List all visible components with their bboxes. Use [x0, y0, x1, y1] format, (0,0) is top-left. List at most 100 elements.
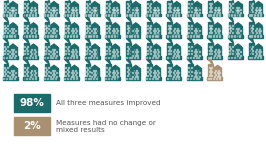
Bar: [178, 30, 179, 31]
Bar: [32, 30, 34, 31]
Bar: [30, 76, 31, 77]
Polygon shape: [71, 65, 78, 68]
Bar: [176, 55, 177, 56]
Polygon shape: [132, 65, 139, 68]
Bar: [65, 43, 70, 56]
Polygon shape: [65, 58, 70, 64]
Bar: [46, 5, 47, 6]
Bar: [187, 57, 188, 58]
Bar: [105, 77, 120, 80]
Bar: [173, 51, 174, 52]
Bar: [54, 32, 55, 33]
Bar: [11, 28, 12, 29]
Bar: [130, 11, 131, 12]
Bar: [117, 35, 118, 37]
Bar: [249, 22, 254, 35]
Bar: [26, 35, 27, 37]
Polygon shape: [147, 15, 152, 22]
Bar: [250, 32, 251, 33]
Bar: [85, 56, 99, 59]
Bar: [217, 12, 218, 13]
Bar: [130, 71, 131, 72]
Bar: [68, 11, 69, 12]
Bar: [87, 30, 88, 31]
Bar: [45, 64, 49, 77]
Bar: [175, 35, 176, 37]
Bar: [86, 46, 87, 47]
Bar: [71, 47, 78, 56]
Bar: [55, 78, 56, 79]
Bar: [116, 70, 117, 71]
Bar: [239, 35, 240, 37]
Bar: [177, 28, 178, 29]
Bar: [67, 73, 68, 74]
Bar: [86, 7, 87, 8]
Bar: [136, 49, 137, 50]
Bar: [169, 78, 171, 79]
Bar: [229, 50, 230, 51]
Bar: [52, 14, 53, 16]
Bar: [4, 64, 8, 77]
Bar: [168, 11, 169, 12]
Bar: [187, 77, 202, 80]
Bar: [34, 70, 35, 71]
Bar: [128, 69, 129, 70]
Bar: [196, 14, 197, 16]
Bar: [147, 28, 148, 29]
Bar: [48, 7, 49, 8]
Bar: [236, 53, 237, 54]
Bar: [196, 30, 197, 31]
Bar: [23, 56, 38, 59]
Bar: [153, 30, 154, 31]
Bar: [147, 43, 152, 56]
Bar: [9, 78, 10, 79]
Bar: [55, 57, 56, 58]
Polygon shape: [208, 0, 213, 1]
Bar: [68, 53, 69, 54]
Bar: [240, 55, 241, 56]
Bar: [34, 49, 35, 50]
Bar: [149, 14, 150, 16]
Bar: [187, 35, 188, 37]
Bar: [259, 53, 260, 54]
Bar: [209, 46, 210, 47]
Bar: [67, 69, 68, 70]
Bar: [211, 7, 212, 8]
Bar: [76, 30, 77, 31]
Bar: [114, 57, 115, 58]
Bar: [86, 67, 87, 68]
Bar: [236, 7, 237, 8]
Bar: [86, 75, 87, 76]
Bar: [146, 14, 147, 16]
Bar: [67, 57, 68, 58]
Bar: [147, 3, 148, 4]
Bar: [73, 12, 74, 13]
Bar: [178, 55, 179, 56]
Bar: [177, 32, 178, 33]
Bar: [173, 76, 174, 77]
Bar: [198, 57, 199, 58]
Polygon shape: [112, 23, 119, 26]
Bar: [130, 46, 131, 47]
Bar: [72, 7, 73, 8]
Bar: [158, 72, 159, 73]
Bar: [190, 14, 191, 16]
Bar: [105, 78, 106, 79]
Polygon shape: [106, 37, 111, 43]
Bar: [105, 56, 120, 59]
Bar: [176, 76, 177, 77]
Bar: [6, 78, 7, 79]
Bar: [9, 57, 10, 58]
Bar: [187, 14, 188, 16]
Bar: [252, 11, 253, 12]
Bar: [232, 25, 233, 26]
Bar: [126, 77, 140, 80]
Bar: [64, 77, 79, 80]
Bar: [13, 7, 14, 8]
Bar: [167, 22, 172, 35]
Bar: [196, 35, 197, 37]
Bar: [172, 57, 173, 58]
Polygon shape: [249, 15, 254, 22]
Bar: [229, 22, 234, 35]
Text: All three measures improved: All three measures improved: [56, 100, 161, 106]
